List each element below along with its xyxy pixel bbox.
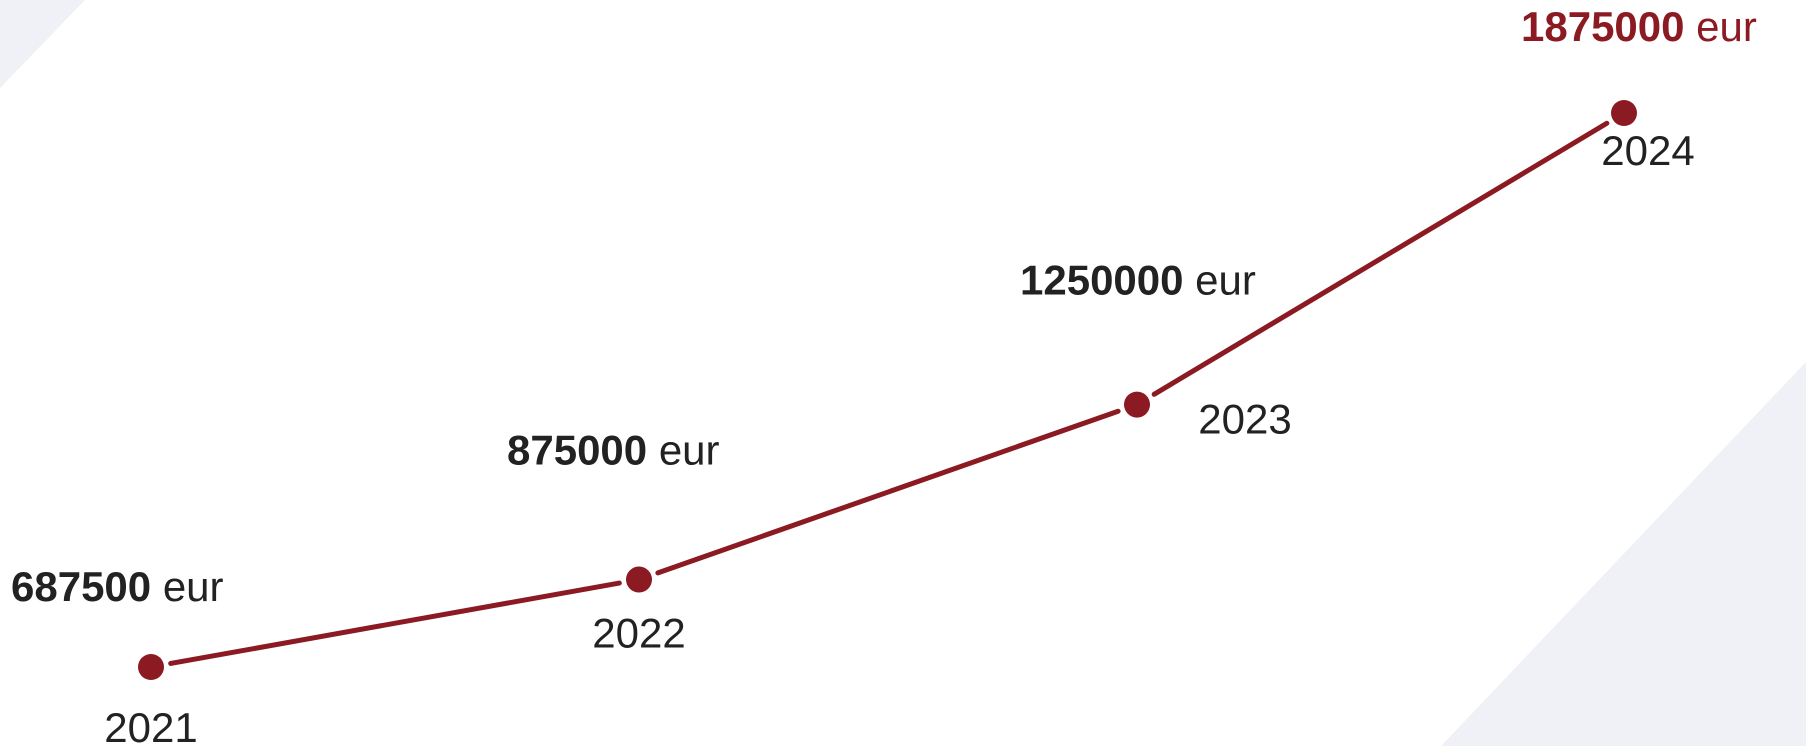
data-point-2024 xyxy=(1611,100,1637,126)
value-number: 1250000 xyxy=(1020,257,1184,304)
year-label-2023: 2023 xyxy=(1198,396,1291,443)
value-label-2024: 1875000 eur xyxy=(1521,3,1757,50)
value-label-2022: 875000 eur xyxy=(507,427,720,474)
data-point-2021 xyxy=(138,654,164,680)
value-label-2023: 1250000 eur xyxy=(1020,257,1256,304)
value-unit: eur xyxy=(1685,3,1757,50)
value-unit: eur xyxy=(647,427,719,474)
value-number: 875000 xyxy=(507,427,647,474)
value-number: 687500 xyxy=(11,563,151,610)
year-label-2021: 2021 xyxy=(104,704,197,746)
line-segment xyxy=(1151,120,1610,397)
line-segment xyxy=(655,408,1121,576)
data-point-2023 xyxy=(1124,391,1150,418)
value-label-2021: 687500 eur xyxy=(11,563,224,610)
data-point-2022 xyxy=(626,566,652,593)
line-segment xyxy=(168,580,622,666)
bottom-right-bg-shape xyxy=(1441,362,1806,746)
year-label-2022: 2022 xyxy=(592,610,685,657)
year-label-2024: 2024 xyxy=(1601,127,1694,174)
value-unit: eur xyxy=(151,563,223,610)
value-number: 1875000 xyxy=(1521,3,1685,50)
top-left-bg-shape xyxy=(0,0,85,88)
value-unit: eur xyxy=(1184,257,1256,304)
